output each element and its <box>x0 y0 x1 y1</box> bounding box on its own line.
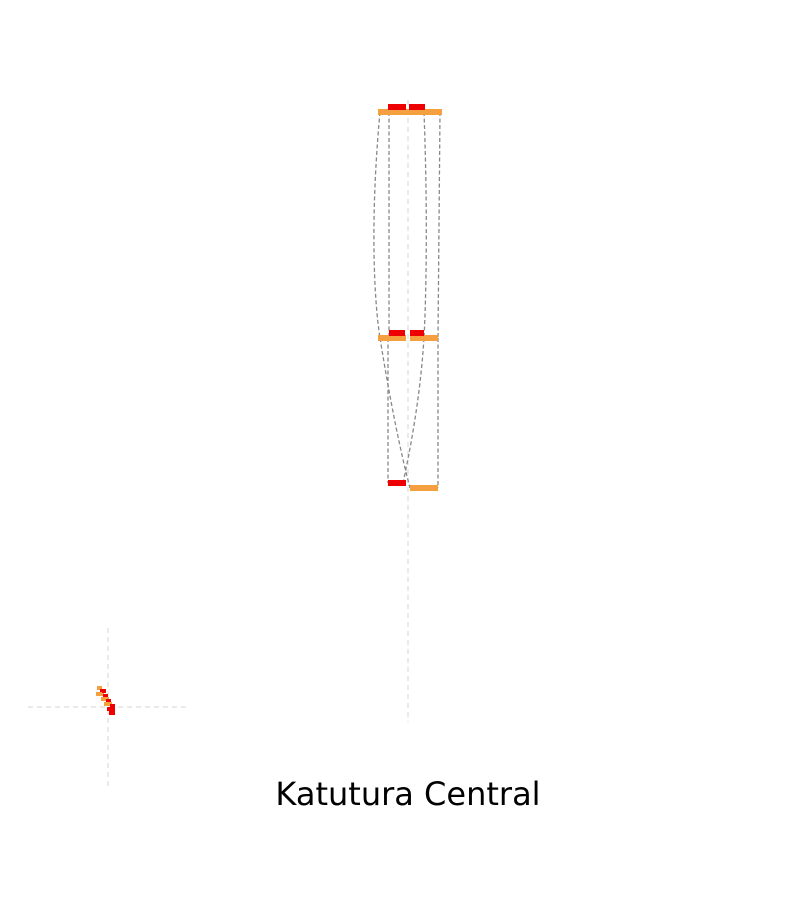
platform-level-top <box>378 104 442 115</box>
station-name-caption: Katutura Central <box>275 775 541 813</box>
platform-middle-primary-right <box>410 330 424 336</box>
platform-top-primary-right <box>409 104 425 110</box>
platform-middle-secondary-left <box>378 335 406 341</box>
connector-cross-right <box>402 337 425 484</box>
platform-top-secondary <box>378 109 442 115</box>
platform-middle-primary-left <box>389 330 405 336</box>
platform-middle-secondary-right <box>410 335 438 341</box>
locator-marker <box>96 686 115 715</box>
platform-level-middle <box>378 330 438 341</box>
platform-bottom-primary <box>388 480 406 486</box>
connector-cross-left <box>379 337 411 489</box>
platform-bottom-secondary <box>410 485 438 491</box>
platform-top-primary-left <box>388 104 406 110</box>
connector-upper-right-inner <box>423 111 427 339</box>
connector-upper-right-outer <box>437 111 441 339</box>
platform-connectors <box>373 111 441 489</box>
platform-level-bottom <box>388 480 438 491</box>
connector-upper-left-outer <box>373 111 381 339</box>
